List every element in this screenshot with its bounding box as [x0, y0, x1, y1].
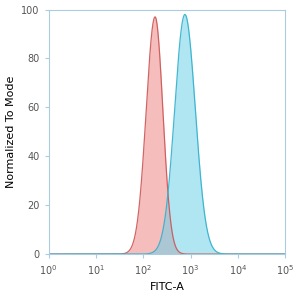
Y-axis label: Normalized To Mode: Normalized To Mode	[6, 76, 16, 188]
X-axis label: FITC-A: FITC-A	[149, 283, 184, 292]
